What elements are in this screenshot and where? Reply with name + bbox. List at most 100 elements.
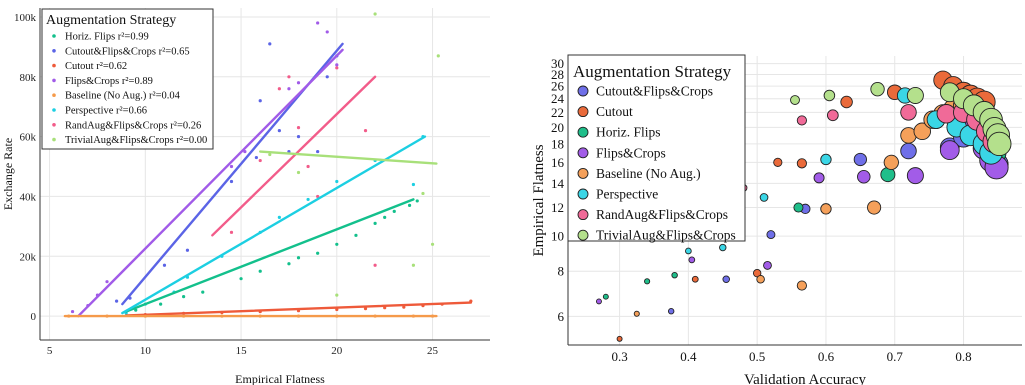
data-point: [243, 149, 247, 154]
legend-entry: Flips&Crops r²=0.89: [65, 76, 153, 87]
legend-marker: [577, 229, 589, 241]
data-point: [229, 179, 234, 184]
y-tick-label: 8: [558, 264, 565, 279]
regression-line: [259, 150, 438, 165]
data-point: [316, 194, 320, 199]
data-point: [644, 278, 651, 285]
data-point: [759, 193, 769, 202]
y-tick-label: 10: [551, 229, 564, 244]
x-axis-label: Validation Accuracy: [744, 372, 867, 385]
x-tick-label: 20: [331, 345, 343, 357]
data-point: [688, 256, 696, 264]
data-point: [316, 149, 320, 154]
legend-entry: Flips&Crops: [596, 145, 666, 160]
y-tick-label: 80k: [20, 72, 37, 84]
data-point: [258, 269, 262, 273]
x-tick-label: 10: [140, 345, 152, 357]
data-point: [335, 242, 339, 246]
data-point: [316, 21, 320, 25]
y-tick-label: 22: [551, 105, 564, 120]
data-point: [306, 197, 310, 202]
y-axis-label: Exchange Rate: [1, 138, 15, 210]
legend-marker: [52, 78, 56, 83]
data-point: [813, 172, 825, 184]
data-point: [913, 122, 932, 141]
data-point: [229, 230, 234, 234]
data-point: [296, 126, 301, 130]
data-point: [820, 153, 832, 166]
legend-marker: [577, 209, 589, 221]
data-point: [373, 221, 377, 225]
data-point: [719, 243, 727, 252]
data-point: [685, 247, 692, 255]
data-point: [363, 306, 368, 311]
data-point: [296, 81, 301, 85]
legend-entry: Horiz. Flips: [596, 125, 661, 140]
legend-marker: [577, 167, 589, 179]
data-point: [268, 152, 272, 157]
data-point: [239, 277, 243, 281]
legend-marker: [52, 108, 56, 112]
y-tick-label: 12: [551, 200, 564, 215]
data-point: [939, 140, 960, 160]
data-point: [296, 256, 301, 260]
data-point: [870, 82, 885, 97]
y-tick-label: 60k: [20, 132, 37, 144]
data-point: [373, 263, 377, 267]
y-tick-label: 26: [551, 79, 565, 94]
data-point: [823, 89, 836, 102]
data-point: [383, 215, 387, 219]
legend-entry: Perspective: [596, 187, 658, 202]
data-point: [756, 274, 765, 284]
x-tick-label: 0.8: [955, 349, 971, 364]
data-point: [277, 129, 281, 133]
legend-entry: Baseline (No Aug.) r²=0.04: [65, 91, 181, 102]
y-tick-label: 28: [551, 67, 564, 82]
legend-entry: Cutout&Flips&Crops r²=0.65: [65, 46, 190, 57]
data-point: [667, 308, 675, 315]
data-point: [853, 152, 867, 167]
left-scatter-chart: 5 10 15 20 25 0 20k 40k 60k 80k 100k Empirical Flat…: [1, 8, 490, 385]
y-tick-label: 16: [551, 155, 565, 170]
y-tick-label: 6: [558, 309, 565, 324]
data-point: [354, 233, 358, 237]
data-point: [407, 203, 412, 208]
y-tick-label: 14: [551, 176, 565, 191]
data-point: [790, 95, 800, 105]
data-point: [602, 293, 609, 300]
legend-entry: RandAug&Flips&Crops: [596, 207, 728, 222]
legend-marker: [52, 123, 56, 127]
y-tick-label: 100k: [14, 12, 37, 24]
legend-marker: [52, 49, 56, 53]
data-point: [392, 209, 396, 213]
data-point: [287, 75, 291, 79]
regression-line: [124, 198, 415, 313]
y-tick-label: 24: [551, 91, 565, 106]
legend-box: [567, 54, 746, 242]
regression-line: [121, 135, 427, 315]
data-point: [105, 280, 109, 284]
y-tick-label: 40k: [20, 191, 37, 203]
y-tick-label: 0: [31, 311, 37, 323]
legend-entry: Perspective r²=0.66: [65, 106, 147, 117]
data-point: [857, 170, 871, 184]
data-point: [867, 200, 882, 215]
x-tick-label: 0.6: [818, 349, 835, 364]
data-point: [883, 154, 899, 170]
legend-marker: [577, 147, 589, 159]
x-tick-label: 5: [47, 345, 53, 357]
data-point: [229, 164, 234, 169]
right-scatter-chart: 0.3 0.4 0.5 0.6 0.7 0.8 6 8 10 12 14 16 182022242628…: [531, 54, 1022, 385]
data-point: [796, 115, 807, 126]
data-point: [258, 158, 262, 163]
x-tick-label: 0.5: [749, 349, 765, 364]
data-point: [287, 262, 291, 266]
y-axis-label: Empirical Flatness: [531, 144, 547, 256]
y-tick-label: 20: [551, 120, 564, 135]
data-point: [254, 155, 258, 160]
data-point: [900, 104, 917, 121]
data-point: [316, 251, 320, 255]
x-tick-label: 15: [236, 345, 248, 357]
data-point: [430, 242, 435, 246]
